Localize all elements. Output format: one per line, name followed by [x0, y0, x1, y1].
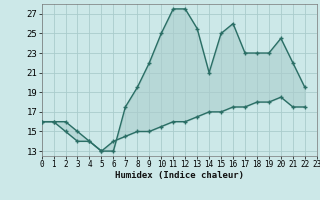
X-axis label: Humidex (Indice chaleur): Humidex (Indice chaleur)	[115, 171, 244, 180]
